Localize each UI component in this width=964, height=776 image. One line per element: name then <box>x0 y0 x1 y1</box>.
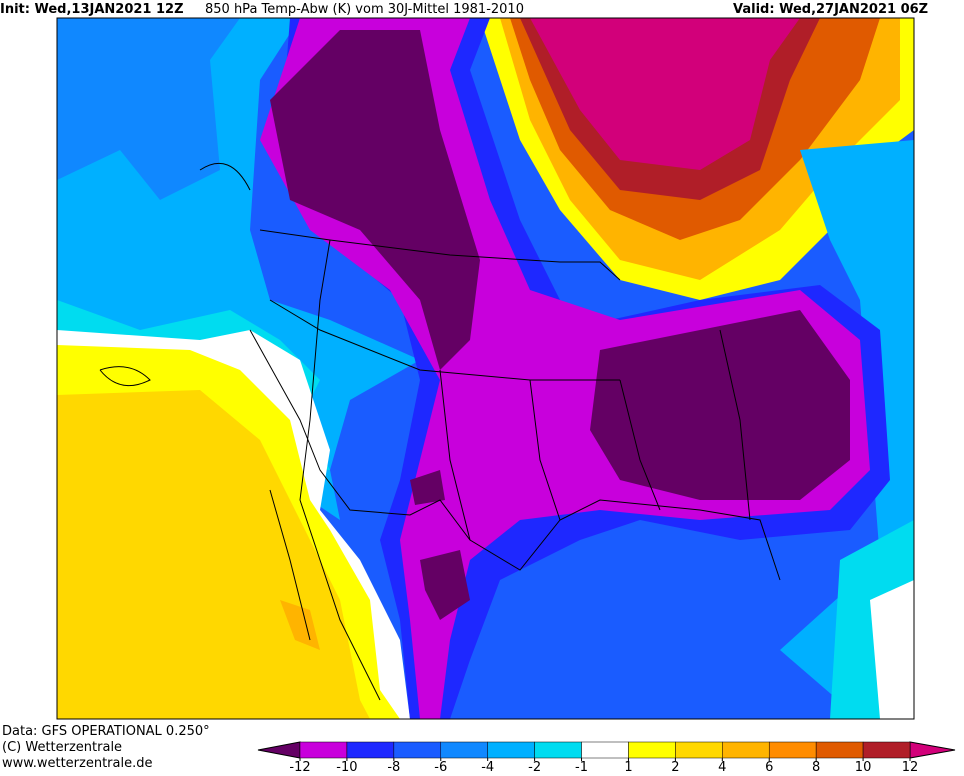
source-url: www.wetterzentrale.de <box>2 756 152 771</box>
colorbar-segment <box>722 741 770 759</box>
borders <box>99 162 781 701</box>
colorbar-segment <box>862 741 911 759</box>
init-time: Init: Wed,13JAN2021 12Z <box>0 2 184 17</box>
colorbar-segment <box>487 741 535 759</box>
colorbar-tick-label: -1 <box>575 760 588 775</box>
colorbar-segment <box>534 741 582 759</box>
colorbar-tick-label: -6 <box>434 760 447 775</box>
colorbar-tick-label: 6 <box>765 760 773 775</box>
colorbar-tick-label: -4 <box>481 760 494 775</box>
colorbar-tick-label: 10 <box>855 760 872 775</box>
data-source: Data: GFS OPERATIONAL 0.250° <box>2 724 210 739</box>
colorbar-segment <box>299 741 348 759</box>
colorbar-segment <box>581 741 629 759</box>
title: 850 hPa Temp-Abw (K) vom 30J-Mittel 1981… <box>205 2 524 17</box>
colorbar-tick-label: 4 <box>718 760 726 775</box>
colorbar-segment <box>675 741 723 759</box>
copyright: (C) Wetterzentrale <box>2 740 122 755</box>
anomaly-map <box>57 18 914 719</box>
colorbar-segment <box>393 741 442 759</box>
colorbar-segment <box>815 741 864 759</box>
colorbar-segment <box>440 741 488 759</box>
valid-time: Valid: Wed,27JAN2021 06Z <box>733 2 928 17</box>
colorbar-tick-label: -12 <box>289 760 310 775</box>
colorbar-tick-label: -10 <box>336 760 357 775</box>
colorbar-under <box>257 741 301 759</box>
colorbar-segment <box>346 741 395 759</box>
colorbar-segment <box>628 741 676 759</box>
colorbar-tick-label: -2 <box>528 760 541 775</box>
colorbar-tick-label: 8 <box>812 760 820 775</box>
colorbar-tick-label: 1 <box>624 760 632 775</box>
colorbar: -12 -10 -8 -6 -4 -2 -1 1 2 4 6 8 10 12 <box>257 741 956 775</box>
colorbar-tick-label: 12 <box>902 760 919 775</box>
map-frame <box>56 17 915 720</box>
colorbar-segment <box>768 741 817 759</box>
colorbar-over <box>909 741 956 759</box>
colorbar-tick-label: -8 <box>387 760 400 775</box>
colorbar-tick-label: 2 <box>671 760 679 775</box>
